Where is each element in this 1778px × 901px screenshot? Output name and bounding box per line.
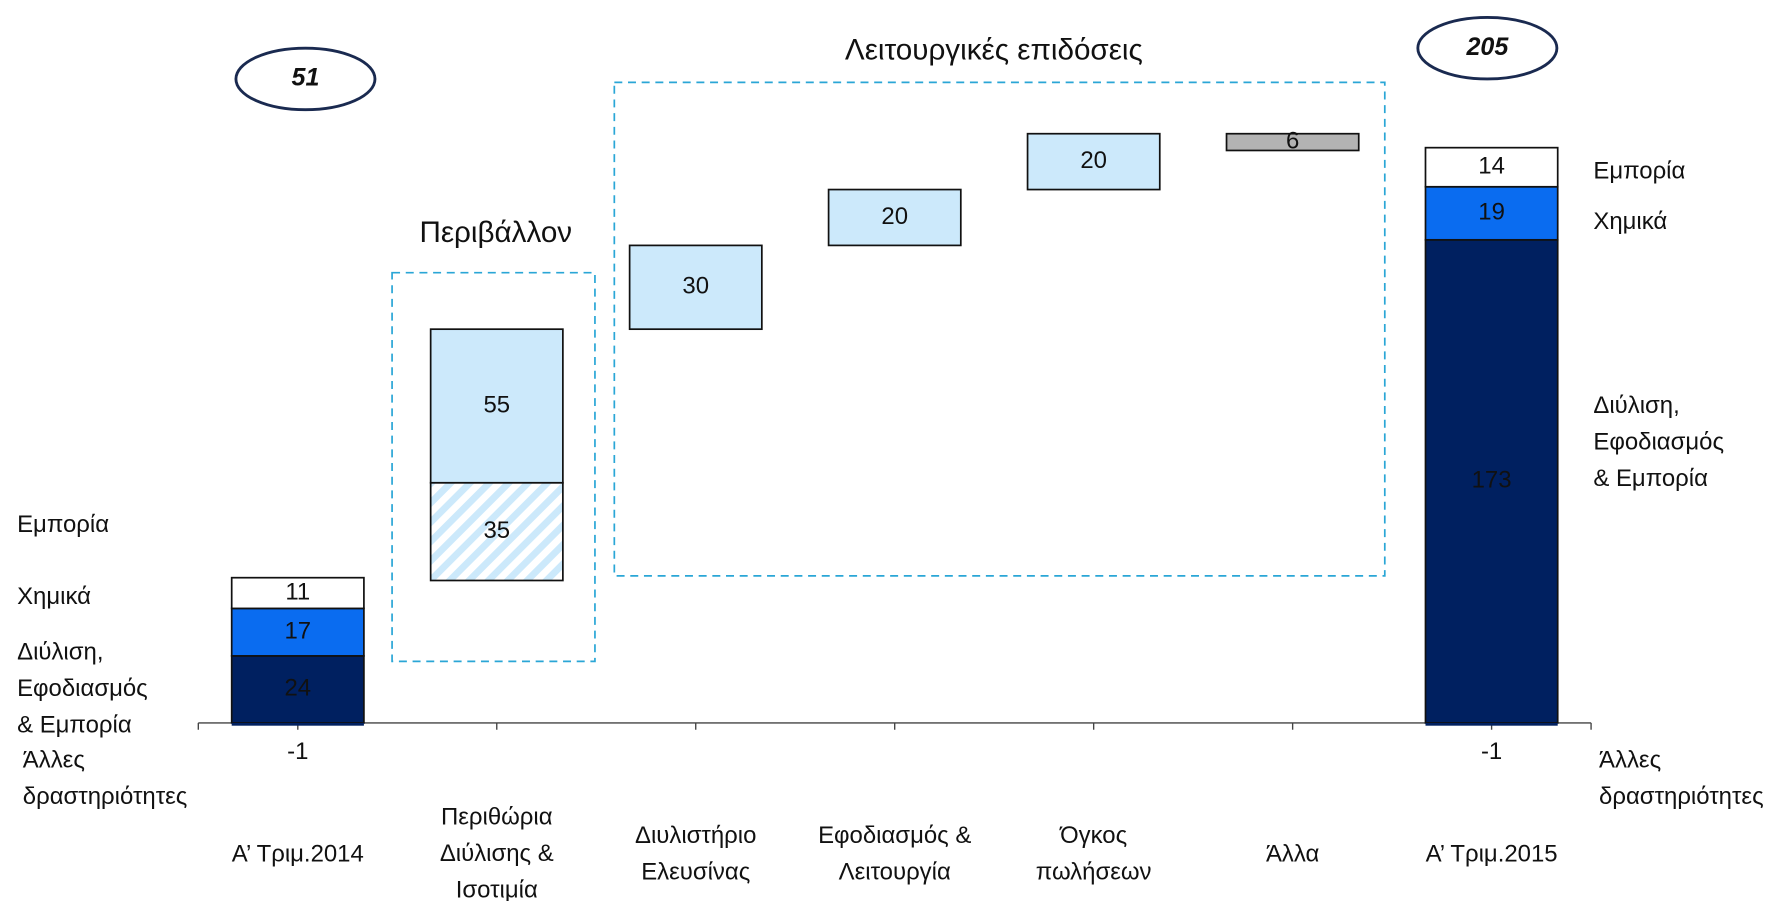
bar-segment (1425, 722, 1558, 726)
bar-segment (1026, 132, 1161, 191)
group-title: Λειτουργικές επιδόσεις (845, 33, 1143, 66)
group-title: Περιβάλλον (419, 216, 572, 249)
data-label: 35 (483, 517, 510, 544)
bar-segment (628, 244, 763, 331)
data-label: 17 (284, 617, 311, 644)
segment-name: Άλλες δραστηριότητες (23, 747, 188, 810)
segment-name: Άλλες δραστηριότητες (1599, 747, 1764, 810)
data-label: 6 (1286, 127, 1299, 154)
data-label: 55 (483, 391, 510, 418)
x-tick-label: Όγκος πωλήσεων (1036, 822, 1152, 885)
x-tick-label: Α’ Τριμ.2014 (232, 840, 364, 867)
data-label: 20 (1080, 147, 1107, 174)
data-label: 11 (285, 578, 310, 605)
data-label: 30 (682, 273, 709, 300)
data-label: -1 (1481, 738, 1502, 765)
segment-name: Εμπορία (17, 511, 109, 538)
data-label: 20 (881, 203, 908, 230)
group-box (391, 271, 596, 663)
bar-segment (429, 481, 564, 582)
bar-segment (230, 576, 365, 610)
segment-name: Εμπορία (1593, 158, 1685, 185)
data-label: 19 (1478, 199, 1505, 226)
group-box (613, 81, 1386, 577)
bar-segment (230, 655, 365, 724)
x-tick-label: Α’ Τριμ.2015 (1426, 840, 1558, 867)
bar-segment (827, 188, 962, 247)
x-tick-label: Εφοδιασμός & Λειτουργία (818, 822, 971, 885)
segment-name: Χημικά (1593, 208, 1667, 235)
bar-segment (1424, 238, 1559, 724)
total-badge (1416, 15, 1559, 81)
x-tick-label: Διυλιστήριο Ελευσίνας (635, 822, 756, 885)
data-label: 24 (284, 675, 311, 702)
segment-name: Χημικά (17, 583, 91, 610)
bar-segment (1225, 132, 1360, 152)
bar-segment (429, 328, 564, 484)
x-tick-label: Άλλα (1266, 840, 1320, 867)
total-label: 205 (1465, 33, 1509, 61)
data-label: -1 (287, 738, 308, 765)
segment-name: Διύλιση, Εφοδιασμός & Εμπορία (17, 639, 148, 739)
bar-segment (231, 722, 364, 726)
bar-segment (1424, 146, 1559, 188)
segment-name: Διύλιση, Εφοδιασμός & Εμπορία (1593, 393, 1724, 493)
total-label: 51 (292, 64, 320, 92)
data-label: 173 (1472, 467, 1512, 494)
data-label: 14 (1478, 153, 1505, 180)
bar-segment (1424, 185, 1559, 241)
x-tick-label: Περιθώρια Διύλισης & Ισοτιμία (440, 804, 554, 901)
total-badge (234, 46, 377, 112)
